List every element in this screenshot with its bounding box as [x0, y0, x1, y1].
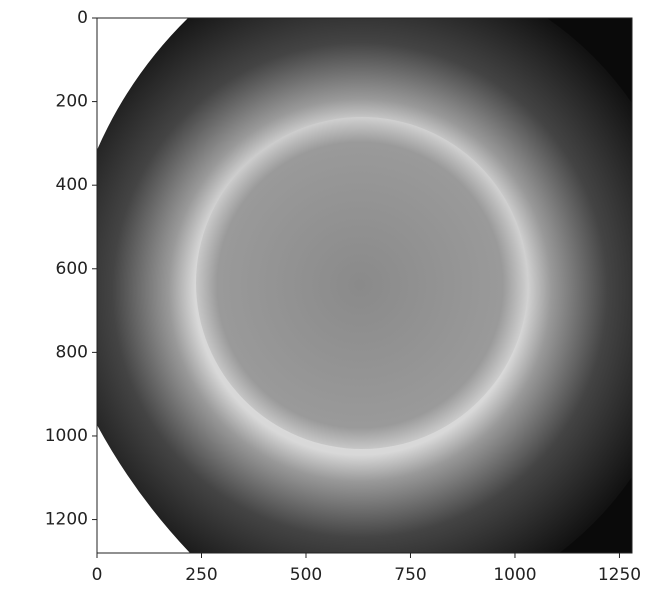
y-tick-label: 400: [56, 175, 88, 195]
x-tick-label: 0: [92, 565, 103, 585]
chart: 0 250 500 750 1000 1250 0 200 400 600 800 1000 1200: [0, 0, 652, 601]
x-tick-label: 500: [290, 565, 322, 585]
y-tick-label: 1200: [45, 510, 88, 530]
x-tick-label: 750: [394, 565, 426, 585]
x-tick-label: 250: [185, 565, 217, 585]
y-tick-label: 600: [56, 259, 88, 279]
y-tick-label: 800: [56, 342, 88, 362]
y-tick-label: 1000: [45, 426, 88, 446]
solar-image: [30, 0, 652, 601]
x-tick-label: 1250: [598, 565, 641, 585]
y-tick-label: 0: [77, 8, 88, 28]
y-tick-label: 200: [56, 92, 88, 112]
x-tick-label: 1000: [493, 565, 536, 585]
sun-disk: [196, 117, 528, 449]
